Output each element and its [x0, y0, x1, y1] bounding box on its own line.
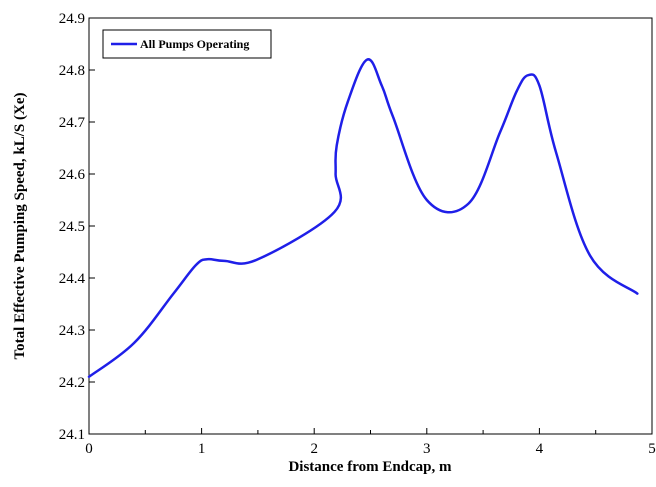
y-tick-label: 24.2 [59, 375, 85, 391]
legend: All Pumps Operating [102, 29, 272, 59]
y-tick-label: 24.1 [59, 427, 85, 443]
y-tick-label: 24.7 [59, 115, 86, 131]
y-tick-label: 24.3 [59, 323, 85, 339]
legend-label: All Pumps Operating [140, 37, 249, 51]
x-tick-label: 1 [198, 441, 206, 457]
plot-area [88, 17, 653, 435]
axis-tick-labels: 0 1 2 3 4 5 24.1 24.2 24.3 24.4 24.5 24.6 24.7 24.8 24… [59, 11, 656, 457]
series-line-all-pumps-operating [87, 58, 639, 379]
x-tick-label: 3 [423, 441, 431, 457]
x-tick-label: 4 [536, 441, 544, 457]
axis-ticks [88, 17, 653, 435]
x-axis-title: Distance from Endcap, m [288, 459, 452, 475]
y-tick-label: 24.9 [59, 11, 85, 27]
y-tick-label: 24.5 [59, 219, 85, 235]
x-tick-label: 2 [310, 441, 318, 457]
y-tick-label: 24.4 [59, 271, 86, 287]
y-tick-label: 24.8 [59, 63, 85, 79]
x-tick-label: 0 [85, 441, 93, 457]
y-tick-label: 24.6 [59, 167, 86, 183]
y-axis-title: Total Effective Pumping Speed, kL/S (Xe) [12, 93, 28, 360]
x-tick-label: 5 [648, 441, 656, 457]
